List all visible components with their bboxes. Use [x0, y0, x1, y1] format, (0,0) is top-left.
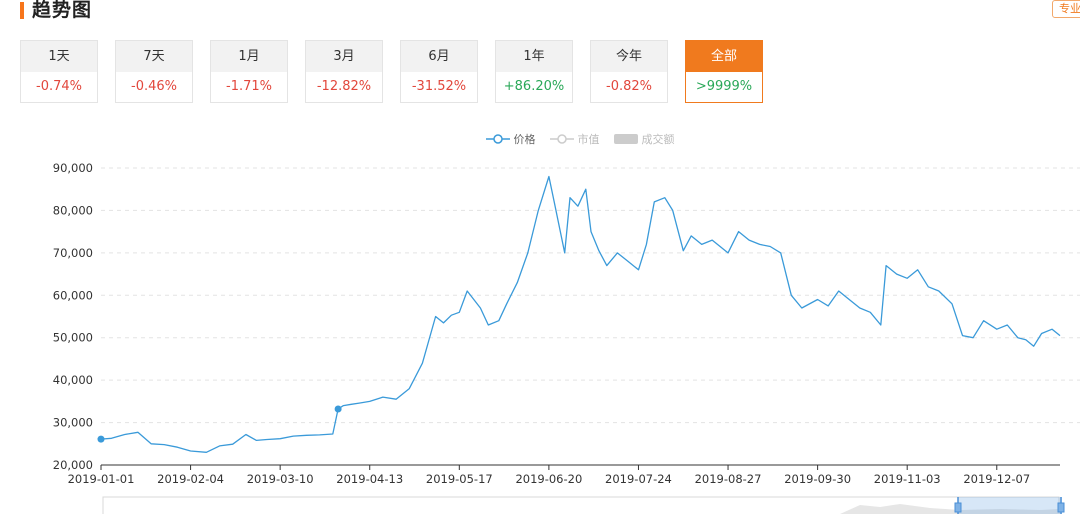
- line-marker-icon: [485, 134, 510, 144]
- x-tick-label: 2019-12-07: [963, 472, 1030, 486]
- x-tick-label: 2019-07-24: [605, 472, 672, 486]
- legend-item-volume[interactable]: 成交额: [613, 131, 675, 147]
- price-line: [100, 175, 1061, 453]
- x-tick-label: 2019-09-30: [784, 472, 851, 486]
- x-tick-label: 2019-04-13: [336, 472, 403, 486]
- legend-label-price: 价格: [513, 133, 536, 146]
- page-title: 趋势图: [32, 0, 93, 21]
- tab-change-value: +86.20%: [496, 72, 572, 102]
- chart-legend: 价格 市值 成交额: [0, 131, 1080, 147]
- navigator-right-grip-icon[interactable]: [1057, 502, 1065, 513]
- tab-label: 全部: [686, 41, 762, 72]
- range-navigator[interactable]: [102, 496, 1065, 514]
- x-tick-label: 2019-02-04: [157, 472, 224, 486]
- legend-item-marketcap[interactable]: 市值: [549, 131, 600, 147]
- y-tick-label: 70,000: [53, 246, 93, 260]
- y-tick-label: 40,000: [53, 373, 93, 387]
- bar-swatch-icon: [613, 134, 638, 144]
- x-axis: 2019-01-01 2019-02-04 2019-03-10 2019-04-13…: [68, 464, 1060, 486]
- line-marker-icon: [549, 134, 574, 144]
- y-tick-label: 90,000: [53, 161, 93, 175]
- tab-change-value: -0.82%: [591, 72, 667, 102]
- period-tabs: 1天 -0.74% 7天 -0.46% 1月 -1.71% 3月 -12.82% 6月 -…: [20, 40, 780, 103]
- y-tick-label: 80,000: [53, 203, 93, 217]
- x-tick-label: 2019-11-03: [874, 472, 941, 486]
- legend-label-volume: 成交额: [641, 133, 675, 146]
- tab-label: 3月: [306, 41, 382, 72]
- tab-all[interactable]: 全部 >9999%: [685, 40, 763, 103]
- tab-ytd[interactable]: 今年 -0.82%: [590, 40, 668, 103]
- tab-label: 今年: [591, 41, 667, 72]
- tab-label: 1月: [211, 41, 287, 72]
- chart-grid: [101, 167, 1080, 424]
- y-tick-label: 30,000: [53, 416, 93, 430]
- tab-label: 7天: [116, 41, 192, 72]
- tab-7d[interactable]: 7天 -0.46%: [115, 40, 193, 103]
- tab-change-value: -0.46%: [116, 72, 192, 102]
- tab-label: 6月: [401, 41, 477, 72]
- tab-6m[interactable]: 6月 -31.52%: [400, 40, 478, 103]
- tab-label: 1年: [496, 41, 572, 72]
- x-tick-label: 2019-06-20: [515, 472, 582, 486]
- x-tick-label: 2019-03-10: [247, 472, 314, 486]
- y-axis: 20,000 30,000 40,000 50,000 60,000 70,000 80,0…: [53, 161, 93, 472]
- tab-change-value: -31.52%: [401, 72, 477, 102]
- y-tick-label: 60,000: [53, 288, 93, 302]
- tab-label: 1天: [21, 41, 97, 72]
- y-tick-label: 50,000: [53, 331, 93, 345]
- tab-change-value: -12.82%: [306, 72, 382, 102]
- title-accent-bar: [20, 1, 24, 19]
- tab-1y[interactable]: 1年 +86.20%: [495, 40, 573, 103]
- tab-1m[interactable]: 1月 -1.71%: [210, 40, 288, 103]
- section-header: 趋势图: [20, 0, 92, 20]
- tab-1d[interactable]: 1天 -0.74%: [20, 40, 98, 103]
- tab-3m[interactable]: 3月 -12.82%: [305, 40, 383, 103]
- navigator-series-shape: [840, 504, 1060, 514]
- navigator-selection[interactable]: [958, 497, 1062, 514]
- series-price: [97, 175, 1061, 453]
- x-tick-label: 2019-01-01: [68, 472, 135, 486]
- x-tick-label: 2019-05-17: [426, 472, 493, 486]
- pro-mode-button[interactable]: 专业: [1052, 0, 1080, 18]
- navigator-left-grip-icon[interactable]: [954, 502, 962, 513]
- tab-change-value: >9999%: [686, 72, 762, 102]
- price-point-marker: [97, 435, 105, 443]
- x-tick-label: 2019-08-27: [695, 472, 762, 486]
- tab-change-value: -0.74%: [21, 72, 97, 102]
- price-point-marker: [334, 405, 342, 413]
- legend-label-marketcap: 市值: [577, 133, 600, 146]
- y-tick-label: 20,000: [53, 458, 93, 472]
- tab-change-value: -1.71%: [211, 72, 287, 102]
- legend-item-price[interactable]: 价格: [485, 131, 536, 147]
